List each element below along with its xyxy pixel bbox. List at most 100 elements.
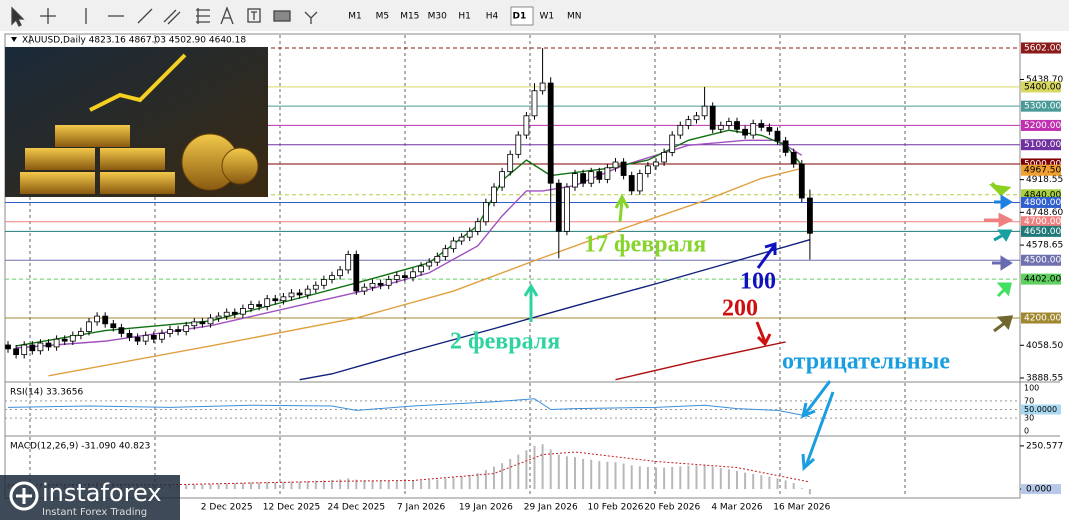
timeframe-button[interactable]: MN	[567, 12, 582, 22]
macd-bar	[282, 481, 285, 490]
logo-tagline: Instant Forex Trading	[42, 507, 147, 518]
candle-body	[21, 344, 28, 356]
macd-bar	[452, 477, 455, 490]
timeframe-button[interactable]: M5	[376, 12, 390, 22]
candle-body	[369, 282, 376, 288]
rsi-tick-label: 50.0000	[1024, 405, 1057, 414]
candle-body	[766, 126, 773, 132]
fibo-tool[interactable]	[196, 8, 210, 24]
candle-body	[361, 286, 368, 292]
timeframe-button[interactable]: M1	[348, 12, 362, 22]
tool-icons	[11, 6, 318, 27]
macd-tick-bg	[1021, 484, 1061, 495]
candle-body	[69, 334, 76, 342]
candle-body	[353, 254, 360, 292]
candle-body	[134, 336, 141, 342]
macd-bar	[687, 465, 690, 490]
shape-tool[interactable]	[273, 10, 291, 22]
macd-bar	[671, 467, 674, 490]
level-label-bg	[1021, 273, 1061, 285]
macd-bar	[752, 473, 755, 490]
level-label: 4967.50	[1024, 166, 1061, 176]
macd-bar	[744, 472, 747, 490]
macd-bar	[298, 481, 301, 490]
timeframe-button[interactable]: H1	[458, 12, 471, 22]
level-label: 4402.00	[1024, 275, 1061, 285]
timeframe-button[interactable]: W1	[539, 12, 554, 22]
candle-body	[531, 90, 538, 117]
candle-body	[515, 134, 522, 155]
macd-bar	[565, 456, 568, 490]
candle-body	[807, 197, 813, 234]
macd-tick-label: 250.577	[1026, 441, 1063, 451]
candle-body	[78, 331, 84, 336]
candle-body	[555, 182, 562, 232]
text-tool[interactable]	[220, 6, 234, 25]
macd-bar	[403, 481, 406, 490]
level-label: 5100.00	[1024, 140, 1061, 150]
macd-bar	[233, 483, 236, 490]
candle-body	[94, 315, 100, 323]
arrows-tool[interactable]	[304, 11, 318, 24]
macd-bar	[703, 464, 706, 490]
candle-body	[604, 167, 611, 180]
candle-body	[572, 173, 578, 188]
candle-body	[709, 105, 716, 130]
candle-body	[29, 344, 36, 352]
level-label: 4500.00	[1024, 256, 1061, 266]
macd-bar	[509, 458, 512, 490]
trendline-tool[interactable]	[137, 8, 153, 24]
label-tool[interactable]	[247, 8, 261, 23]
macd-bar	[574, 457, 576, 490]
candle-body	[717, 125, 724, 130]
x-tick-label: 12 Dec 2025	[263, 503, 321, 513]
crosshair-tool[interactable]	[40, 8, 56, 24]
rsi-tick-label: 0	[1024, 427, 1029, 436]
candle-body	[499, 171, 506, 188]
macd-bar	[638, 466, 641, 490]
channel-tool[interactable]	[163, 9, 181, 25]
level-label-bg	[1021, 254, 1061, 266]
candle-body	[474, 221, 481, 232]
candle-body	[280, 296, 287, 302]
candle-body	[231, 311, 238, 315]
macd-bar	[363, 480, 366, 490]
moving-average	[615, 341, 786, 381]
timeframe-button[interactable]: H4	[486, 12, 499, 22]
moving-average	[299, 238, 811, 381]
timeframe-button[interactable]: M15	[400, 12, 419, 22]
level-label-bg	[1021, 189, 1061, 201]
level-label: 5200.00	[1024, 121, 1061, 131]
macd-bar	[784, 480, 787, 490]
timeframe-button[interactable]: M30	[428, 12, 447, 22]
candle-body	[264, 298, 271, 307]
y-tick-label: 5438.70	[1026, 75, 1063, 85]
macd-tick-label: 0.000	[1026, 485, 1052, 495]
y-tick-label: 3888.55	[1026, 374, 1063, 384]
candle-body	[491, 186, 497, 203]
candle-body	[701, 105, 708, 117]
candle-body	[329, 275, 335, 280]
macd-bar	[387, 480, 390, 490]
x-tick-label: 16 Mar 2026	[773, 503, 830, 513]
x-tick-label: 10 Feb 2026	[587, 503, 643, 513]
macd-bar	[590, 459, 593, 490]
candle-body	[677, 125, 684, 136]
timeframe-button[interactable]: D1	[513, 12, 527, 22]
macd-bar	[193, 484, 196, 490]
macd-bar	[290, 481, 293, 490]
candle-body	[215, 315, 222, 319]
candle-body	[53, 338, 60, 348]
candle-body	[167, 329, 173, 334]
logo: instaforex Instant Forex Trading	[0, 475, 180, 520]
candle-body	[612, 161, 619, 169]
candle-body	[5, 344, 11, 350]
macd-bar	[517, 454, 520, 490]
cursor-tool[interactable]	[11, 6, 25, 27]
candle-body	[782, 140, 789, 153]
annotation: 17 февраля	[584, 232, 706, 258]
macd-bar	[541, 444, 544, 490]
moving-average	[48, 167, 802, 377]
